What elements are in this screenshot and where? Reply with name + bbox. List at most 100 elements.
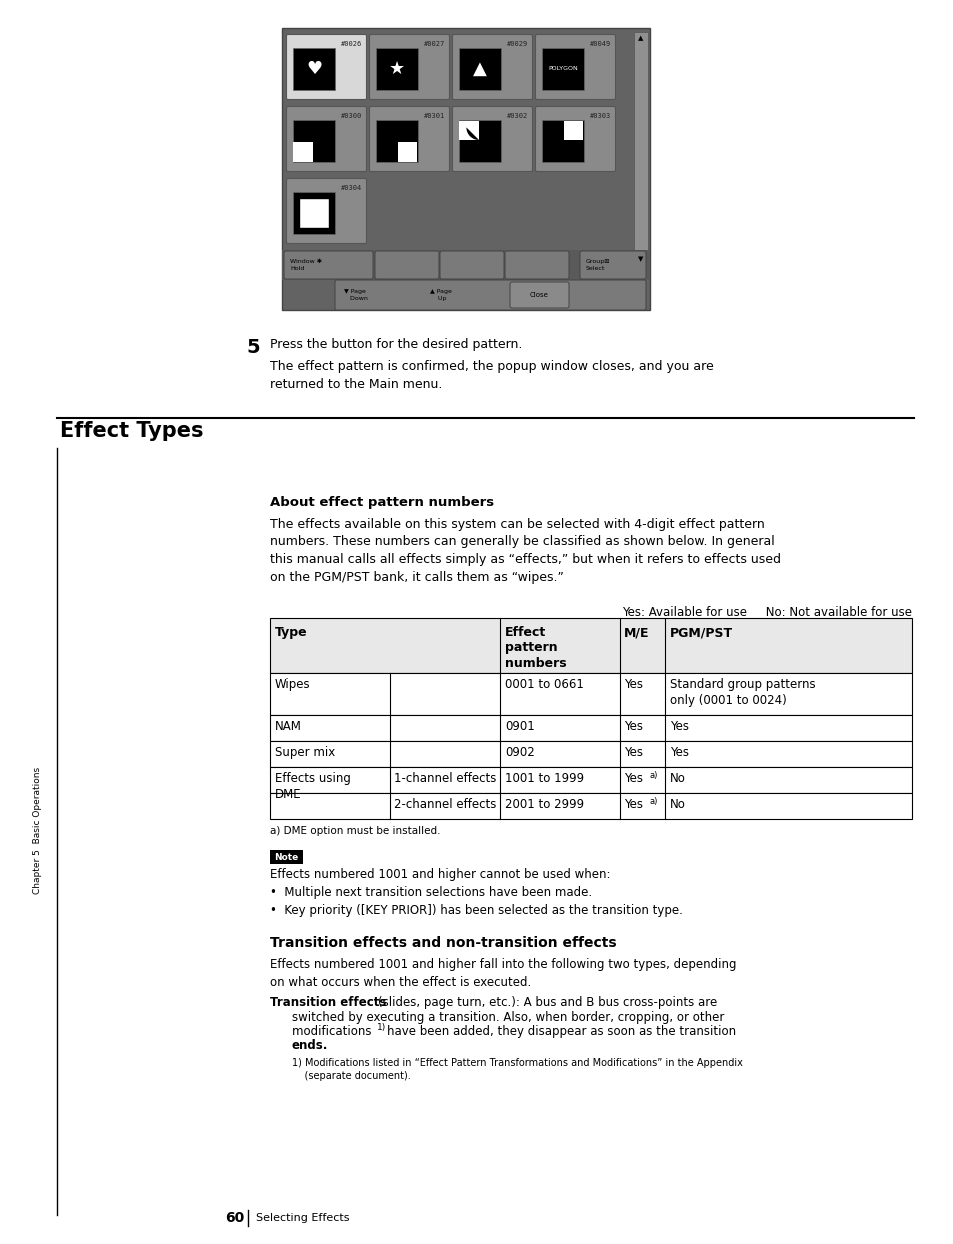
Text: Wipes: Wipes <box>274 678 311 690</box>
Text: Yes: Yes <box>669 720 688 733</box>
Text: Super mix: Super mix <box>274 746 335 759</box>
Polygon shape <box>466 127 478 141</box>
Bar <box>634 32 647 265</box>
FancyBboxPatch shape <box>452 35 532 100</box>
Text: Standard group patterns
only (0001 to 0024): Standard group patterns only (0001 to 00… <box>669 678 815 707</box>
Text: #0027: #0027 <box>423 41 444 47</box>
Text: a) DME option must be installed.: a) DME option must be installed. <box>270 826 440 836</box>
Bar <box>293 142 313 162</box>
Text: Yes: Yes <box>623 746 642 759</box>
Text: ▲: ▲ <box>638 35 643 41</box>
Text: POLYGON: POLYGON <box>548 66 578 71</box>
Bar <box>541 119 583 162</box>
Text: The effects available on this system can be selected with 4-digit effect pattern: The effects available on this system can… <box>270 518 781 583</box>
Text: 1-channel effects: 1-channel effects <box>394 773 496 785</box>
Text: Transition effects: Transition effects <box>270 996 386 1009</box>
Bar <box>270 618 911 673</box>
FancyBboxPatch shape <box>535 35 615 100</box>
Bar <box>293 192 335 234</box>
Text: Yes: Yes <box>669 746 688 759</box>
FancyBboxPatch shape <box>579 251 645 279</box>
Text: The effect pattern is confirmed, the popup window closes, and you are
returned t: The effect pattern is confirmed, the pop… <box>270 360 713 391</box>
Text: Press the button for the desired pattern.: Press the button for the desired pattern… <box>270 338 522 351</box>
Text: #0049: #0049 <box>589 41 610 47</box>
Text: ends.: ends. <box>292 1039 328 1052</box>
Text: M/E: M/E <box>623 626 649 639</box>
Text: (slides, page turn, etc.): A bus and B bus cross-points are: (slides, page turn, etc.): A bus and B b… <box>377 996 717 1009</box>
Text: ★: ★ <box>389 60 405 78</box>
Text: NAM: NAM <box>274 720 301 733</box>
Text: Note: Note <box>274 852 298 862</box>
Bar <box>270 792 911 819</box>
Text: #0304: #0304 <box>340 185 361 192</box>
Text: 60: 60 <box>225 1210 244 1225</box>
Text: 2001 to 2999: 2001 to 2999 <box>504 797 583 811</box>
Text: #0301: #0301 <box>423 113 444 119</box>
Text: Yes: Yes <box>623 720 642 733</box>
Bar <box>293 119 335 162</box>
Text: Selecting Effects: Selecting Effects <box>255 1213 349 1223</box>
Text: 2-channel effects: 2-channel effects <box>394 797 496 811</box>
FancyBboxPatch shape <box>286 178 366 244</box>
Text: 0902: 0902 <box>504 746 535 759</box>
Bar <box>458 121 478 141</box>
Text: 1) Modifications listed in “Effect Pattern Transformations and Modifications” in: 1) Modifications listed in “Effect Patte… <box>292 1057 742 1081</box>
Text: Group⊞
Select: Group⊞ Select <box>585 260 610 271</box>
Text: 0001 to 0661: 0001 to 0661 <box>504 678 583 690</box>
Bar <box>282 29 649 310</box>
FancyBboxPatch shape <box>369 107 449 172</box>
FancyBboxPatch shape <box>286 107 366 172</box>
Text: Effect
pattern
numbers: Effect pattern numbers <box>504 626 566 671</box>
Bar <box>375 119 417 162</box>
Text: a): a) <box>649 771 658 780</box>
Text: PGM/PST: PGM/PST <box>669 626 732 639</box>
FancyBboxPatch shape <box>335 280 645 310</box>
FancyBboxPatch shape <box>369 35 449 100</box>
Text: #0300: #0300 <box>340 113 361 119</box>
Bar <box>458 119 500 162</box>
Text: ▲ Page
    Up: ▲ Page Up <box>430 290 452 301</box>
Text: Yes: Yes <box>623 773 642 785</box>
FancyBboxPatch shape <box>439 251 503 279</box>
Text: ▼: ▼ <box>638 256 643 262</box>
Bar <box>270 741 911 768</box>
Text: 0901: 0901 <box>504 720 535 733</box>
Text: 5: 5 <box>246 338 260 357</box>
FancyBboxPatch shape <box>535 107 615 172</box>
Text: have been added, they disappear as soon as the transition: have been added, they disappear as soon … <box>387 1025 736 1037</box>
Text: Type: Type <box>274 626 307 639</box>
Text: switched by executing a transition. Also, when border, cropping, or other: switched by executing a transition. Also… <box>292 1011 723 1024</box>
Bar <box>541 49 583 90</box>
Text: modifications: modifications <box>292 1025 375 1037</box>
Text: a): a) <box>649 797 658 806</box>
Text: Transition effects and non-transition effects: Transition effects and non-transition ef… <box>270 935 616 950</box>
Bar <box>563 121 582 141</box>
Text: Effects using
DME: Effects using DME <box>274 773 351 801</box>
Text: Yes: Yes <box>623 797 642 811</box>
Text: Yes: Yes <box>623 678 642 690</box>
Text: 1001 to 1999: 1001 to 1999 <box>504 773 583 785</box>
Text: Effects numbered 1001 and higher cannot be used when:
•  Multiple next transitio: Effects numbered 1001 and higher cannot … <box>270 868 682 917</box>
FancyBboxPatch shape <box>284 251 373 279</box>
Text: Chapter 5  Basic Operations: Chapter 5 Basic Operations <box>33 766 43 893</box>
FancyBboxPatch shape <box>375 251 438 279</box>
Text: Window ✱
Hold: Window ✱ Hold <box>290 260 322 271</box>
Text: No: No <box>669 797 685 811</box>
FancyBboxPatch shape <box>510 282 568 309</box>
Text: Effect Types: Effect Types <box>60 420 203 442</box>
Text: 1): 1) <box>376 1023 386 1033</box>
FancyBboxPatch shape <box>452 107 532 172</box>
Bar <box>293 49 335 90</box>
Bar <box>270 850 303 865</box>
Text: Effects numbered 1001 and higher fall into the following two types, depending
on: Effects numbered 1001 and higher fall in… <box>270 958 736 989</box>
Bar <box>270 673 911 715</box>
Text: ♥: ♥ <box>306 60 322 78</box>
Bar <box>458 49 500 90</box>
Bar <box>397 142 416 162</box>
Bar <box>282 250 649 280</box>
Text: #0302: #0302 <box>506 113 527 119</box>
Text: #0029: #0029 <box>506 41 527 47</box>
Text: Yes: Available for use     No: Not available for use: Yes: Available for use No: Not available… <box>621 606 911 620</box>
Text: No: No <box>669 773 685 785</box>
Bar <box>270 768 911 792</box>
